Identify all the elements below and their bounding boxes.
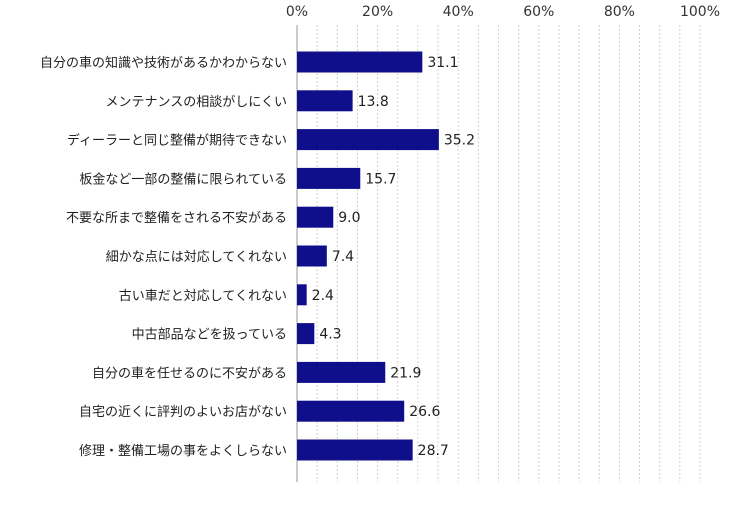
category-label: 自分の車を任せるのに不安がある — [92, 366, 287, 381]
value-label: 7.4 — [332, 249, 354, 265]
value-label: 26.6 — [409, 404, 440, 420]
category-label: 自分の車の知識や技術があるかわからない — [40, 55, 287, 71]
bar — [297, 206, 334, 228]
bar — [297, 90, 353, 112]
bar — [297, 323, 315, 345]
value-label: 13.8 — [358, 94, 389, 110]
bar — [297, 245, 327, 267]
bar — [297, 400, 405, 422]
x-tick-label: 40% — [443, 4, 474, 20]
value-label: 35.2 — [444, 133, 475, 149]
bar — [297, 51, 423, 73]
value-label: 28.7 — [418, 443, 449, 459]
x-tick-label: 100% — [680, 4, 720, 20]
value-label: 31.1 — [427, 55, 458, 71]
x-tick-label: 60% — [523, 4, 554, 20]
bar — [297, 167, 361, 189]
value-label: 9.0 — [338, 210, 360, 226]
category-label: 中古部品などを扱っている — [132, 328, 287, 343]
category-label: ディーラーと同じ整備が期待できない — [67, 133, 287, 149]
category-label: 古い車だと対応してくれない — [119, 289, 287, 304]
category-label: メンテナンスの相談がしにくい — [106, 94, 287, 110]
bar — [297, 284, 307, 306]
value-label: 4.3 — [319, 327, 341, 343]
category-label: 修理・整備工場の事をよくしらない — [79, 443, 287, 459]
category-label: 板金など一部の整備に限られている — [79, 171, 287, 187]
value-label: 15.7 — [365, 171, 396, 187]
bar — [297, 361, 386, 383]
x-tick-label: 80% — [604, 4, 635, 20]
x-tick-label: 20% — [362, 4, 393, 20]
category-label: 不要な所まで整備をされる不安がある — [66, 210, 287, 226]
bar — [297, 129, 439, 151]
x-tick-label: 0% — [286, 4, 308, 20]
value-label: 2.4 — [312, 288, 334, 304]
bar — [297, 439, 413, 461]
category-label: 自宅の近くに評判のよいお店がない — [79, 405, 287, 420]
value-label: 21.9 — [390, 365, 421, 381]
category-label: 細かな点には対応してくれない — [106, 250, 287, 265]
